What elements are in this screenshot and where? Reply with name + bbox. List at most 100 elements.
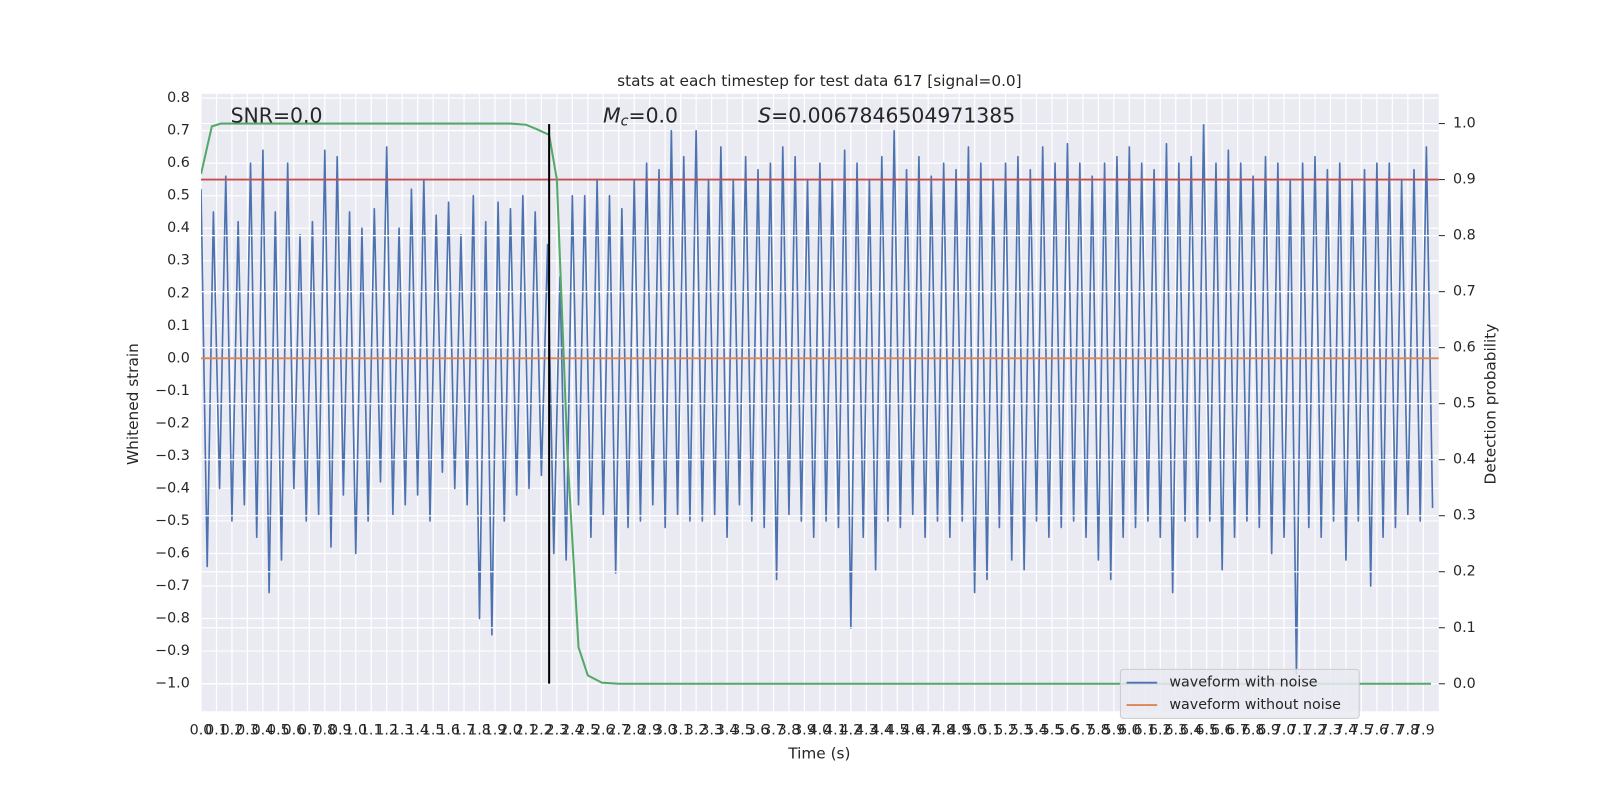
probability-line <box>201 122 1432 685</box>
y2-axis-label: Detection probability <box>1481 324 1499 485</box>
x-tick-label: 7.4 <box>1335 723 1358 739</box>
x-tick-label: 5.5 <box>1041 723 1064 739</box>
y-tick-label: −0.7 <box>155 578 190 594</box>
x-tick-label: 7.6 <box>1366 723 1389 739</box>
x-tick-label: 6.2 <box>1149 723 1172 739</box>
x-tick-label: 4.2 <box>839 723 862 739</box>
y-tick-label: 0.1 <box>167 318 190 334</box>
x-axis-label: Time (s) <box>787 745 850 763</box>
annotation: SNR=0.0 <box>231 103 323 127</box>
labels: 0.00.10.20.30.40.50.60.70.80.91.01.11.21… <box>155 90 1476 739</box>
x-tick-label: 3.8 <box>778 723 801 739</box>
x-tick-label: 2.8 <box>623 723 646 739</box>
x-tick-label: 6.1 <box>1133 723 1156 739</box>
y2-tick-label: 0.3 <box>1453 508 1476 524</box>
y-tick-label: 0.5 <box>167 188 190 204</box>
x-tick-label: 5.4 <box>1025 723 1048 739</box>
x-tick-label: 4.3 <box>855 723 878 739</box>
y2-tick-label: 1.0 <box>1453 116 1476 132</box>
x-tick-label: 5.9 <box>1103 723 1126 739</box>
x-tick-label: 0.5 <box>267 723 290 739</box>
x-tick-label: 3.2 <box>685 723 708 739</box>
legend-label: waveform without noise <box>1169 697 1341 713</box>
x-tick-label: 3.5 <box>731 723 754 739</box>
y2-tick-label: 0.5 <box>1453 396 1476 412</box>
chart-title: stats at each timestep for test data 617… <box>617 72 1022 90</box>
x-tick-label: 2.6 <box>592 723 615 739</box>
x-tick-label: 6.3 <box>1164 723 1187 739</box>
y2-tick-label: 0.7 <box>1453 284 1476 300</box>
x-tick-label: 1.9 <box>484 723 507 739</box>
x-tick-label: 5.1 <box>979 723 1002 739</box>
marks <box>201 123 1439 675</box>
x-tick-label: 5.3 <box>1010 723 1033 739</box>
y2-tick-label: 0.6 <box>1453 340 1476 356</box>
x-tick-label: 2.7 <box>607 723 630 739</box>
x-tick-label: 0.4 <box>252 723 275 739</box>
x-tick-label: 0.6 <box>283 723 306 739</box>
annotation: Mc=0.0 <box>603 103 678 129</box>
x-tick-label: 3.4 <box>716 723 739 739</box>
x-tick-label: 5.6 <box>1056 723 1079 739</box>
x-tick-label: 0.7 <box>298 723 321 739</box>
x-tick-label: 1.5 <box>422 723 445 739</box>
y2-tick-label: 0.9 <box>1453 172 1476 188</box>
x-tick-label: 6.7 <box>1226 723 1249 739</box>
legend: waveform with noise waveform without nois… <box>1119 668 1360 719</box>
legend-box <box>1119 668 1360 719</box>
x-tick-label: 2.0 <box>499 723 522 739</box>
x-tick-label: 5.2 <box>994 723 1017 739</box>
y2-tick-label: 0.1 <box>1453 620 1476 636</box>
x-tick-label: 4.5 <box>886 723 909 739</box>
y-tick-label: −0.3 <box>155 448 190 464</box>
x-tick-label: 3.0 <box>654 723 677 739</box>
x-tick-label: 7.3 <box>1319 723 1342 739</box>
y-tick-label: 0.7 <box>167 123 190 139</box>
y-tick-label: 0.3 <box>167 253 190 269</box>
annotation-symbol: S <box>758 103 771 127</box>
x-tick-label: 7.9 <box>1412 723 1435 739</box>
y-tick-label: −0.5 <box>155 513 190 529</box>
y2-marks <box>201 122 1439 685</box>
annotation-text: =0.0 <box>628 103 678 127</box>
x-tick-label: 2.3 <box>546 723 569 739</box>
y2-tick-label: 0.8 <box>1453 228 1476 244</box>
y-tick-label: −0.8 <box>155 611 190 627</box>
x-tick-label: 3.6 <box>747 723 770 739</box>
x-tick-label: 6.0 <box>1118 723 1141 739</box>
x-tick-label: 6.6 <box>1211 723 1234 739</box>
x-tick-label: 1.4 <box>406 723 429 739</box>
y-tick-label: −1.0 <box>155 676 190 692</box>
x-tick-label: 6.4 <box>1180 723 1203 739</box>
x-tick-label: 4.7 <box>917 723 940 739</box>
x-tick-label: 5.0 <box>963 723 986 739</box>
x-tick-label: 1.2 <box>375 723 398 739</box>
x-tick-label: 3.1 <box>669 723 692 739</box>
annotation-symbol: M <box>603 103 621 127</box>
x-tick-label: 2.4 <box>561 723 584 739</box>
x-tick-label: 1.8 <box>468 723 491 739</box>
y-tick-label: −0.1 <box>155 383 190 399</box>
x-tick-label: 7.7 <box>1381 723 1404 739</box>
x-tick-label: 4.8 <box>932 723 955 739</box>
x-tick-label: 3.7 <box>762 723 785 739</box>
y-tick-label: 0.4 <box>167 220 190 236</box>
x-tick-label: 2.9 <box>638 723 661 739</box>
x-tick-label: 4.9 <box>948 723 971 739</box>
x-tick-label: 2.2 <box>530 723 553 739</box>
x-tick-label: 0.0 <box>190 723 213 739</box>
y-tick-label: 0.6 <box>167 155 190 171</box>
y-tick-label: −0.2 <box>155 415 190 431</box>
x-tick-label: 6.8 <box>1242 723 1265 739</box>
x-tick-label: 3.3 <box>700 723 723 739</box>
x-tick-label: 0.3 <box>236 723 259 739</box>
y2-tick-label: 0.4 <box>1453 452 1476 468</box>
y-tick-label: 0.8 <box>167 90 190 106</box>
y-tick-label: −0.9 <box>155 643 190 659</box>
x-tick-label: 0.8 <box>313 723 336 739</box>
annotation: S=0.0067846504971385 <box>758 103 1015 127</box>
legend-label: waveform with noise <box>1169 675 1317 691</box>
annotation-text: SNR=0.0 <box>231 103 323 127</box>
x-tick-label: 1.1 <box>360 723 383 739</box>
